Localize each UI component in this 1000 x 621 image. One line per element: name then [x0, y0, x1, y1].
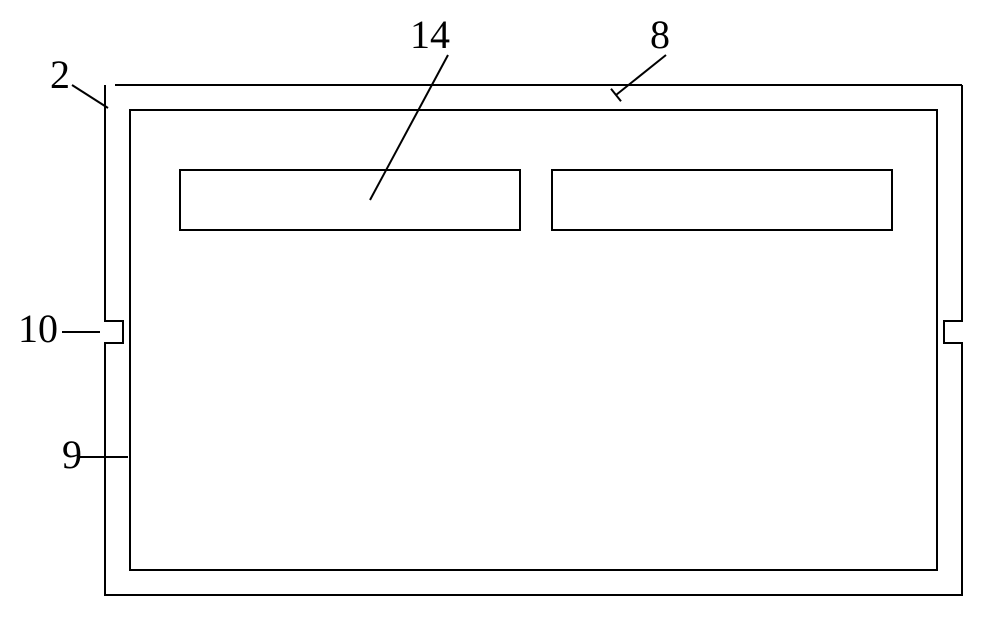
- leader-tick-l8: [611, 89, 621, 101]
- slot-rect-left: [180, 170, 520, 230]
- engineering-diagram: 14 8 2 10 9: [0, 0, 1000, 621]
- label-l9: 9: [62, 432, 82, 477]
- leader-lines: [62, 55, 666, 457]
- inner-panel-rect: [130, 110, 937, 570]
- label-l8: 8: [650, 12, 670, 57]
- slot-rect-right: [552, 170, 892, 230]
- outer-frame-walls: [105, 85, 962, 595]
- outer-frame: [105, 85, 962, 595]
- leader-line-l14: [370, 55, 448, 200]
- callout-labels: 14 8 2 10 9: [18, 12, 670, 477]
- inner-panel: [130, 110, 937, 570]
- leader-line-l8: [616, 55, 666, 95]
- label-l10: 10: [18, 306, 58, 351]
- label-l14: 14: [410, 12, 450, 57]
- label-l2: 2: [50, 52, 70, 97]
- slot-rectangles: [180, 170, 892, 230]
- leader-line-l2: [72, 85, 108, 108]
